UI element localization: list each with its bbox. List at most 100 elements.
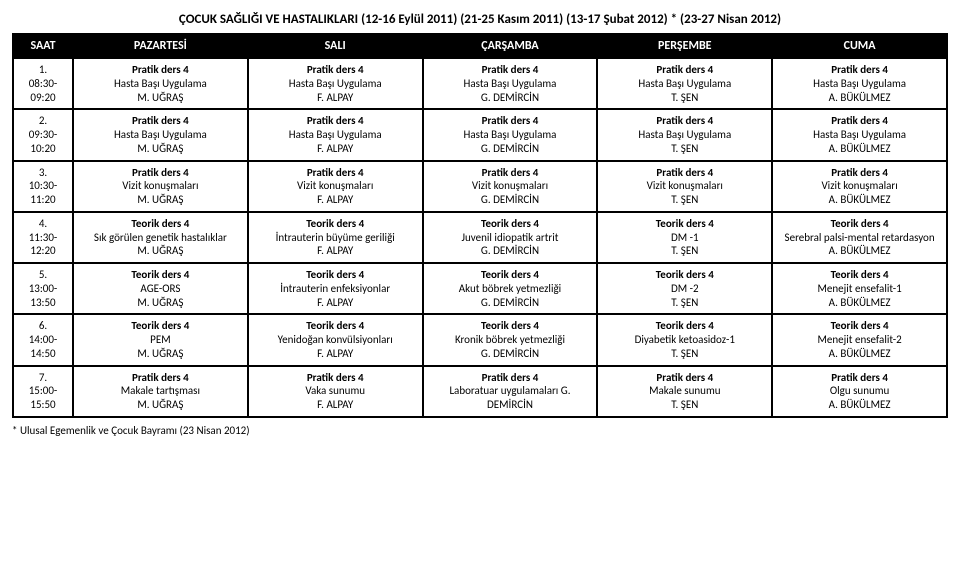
schedule-cell: Pratik ders 4Vizit konuşmalarıT. ŞEN (597, 161, 772, 212)
table-row: 4.11:30-12:20Teorik ders 4Sık görülen ge… (13, 212, 947, 263)
cell-title: Teorik ders 4 (426, 217, 595, 231)
schedule-cell: Teorik ders 4Yenidoğan konvülsiyonlarıF.… (248, 314, 423, 365)
cell-subject: PEM (76, 333, 245, 347)
schedule-cell: Teorik ders 4Kronik böbrek yetmezliğiG. … (423, 314, 598, 365)
cell-instructor: G. DEMİRCİN (426, 347, 595, 361)
cell-instructor: T. ŞEN (600, 244, 769, 258)
cell-title: Teorik ders 4 (426, 319, 595, 333)
cell-title: Teorik ders 4 (76, 319, 245, 333)
schedule-cell: Teorik ders 4Serebral palsi-mental retar… (772, 212, 947, 263)
cell-instructor: A. BÜKÜLMEZ (775, 193, 944, 207)
slot-number: 3. (16, 166, 70, 180)
cell-title: Pratik ders 4 (775, 63, 944, 77)
cell-subject: Vaka sunumu (251, 384, 420, 398)
cell-subject: Laboratuar uygulamaları G. DEMİRCİN (426, 384, 595, 412)
schedule-cell: Pratik ders 4Hasta Başı UygulamaM. UĞRAŞ (73, 109, 248, 160)
cell-subject: Yenidoğan konvülsiyonları (251, 333, 420, 347)
cell-title: Pratik ders 4 (76, 371, 245, 385)
cell-title: Pratik ders 4 (600, 114, 769, 128)
cell-title: Teorik ders 4 (775, 217, 944, 231)
cell-instructor: A. BÜKÜLMEZ (775, 244, 944, 258)
schedule-cell: Teorik ders 4DM -1T. ŞEN (597, 212, 772, 263)
schedule-cell: Pratik ders 4Hasta Başı UygulamaT. ŞEN (597, 109, 772, 160)
cell-instructor: M. UĞRAŞ (76, 244, 245, 258)
cell-instructor: A. BÜKÜLMEZ (775, 347, 944, 361)
slot-time: 09:30-10:20 (16, 128, 70, 156)
slot-number: 1. (16, 63, 70, 77)
cell-instructor: M. UĞRAŞ (76, 398, 245, 412)
slot-time: 08:30-09:20 (16, 77, 70, 105)
slot-number: 5. (16, 268, 70, 282)
cell-instructor: T. ŞEN (600, 193, 769, 207)
cell-title: Pratik ders 4 (426, 371, 595, 385)
cell-instructor: T. ŞEN (600, 347, 769, 361)
cell-subject: AGE-ORS (76, 282, 245, 296)
cell-title: Pratik ders 4 (775, 114, 944, 128)
time-cell: 2.09:30-10:20 (13, 109, 73, 160)
cell-instructor: F. ALPAY (251, 296, 420, 310)
cell-title: Pratik ders 4 (426, 63, 595, 77)
cell-title: Teorik ders 4 (600, 268, 769, 282)
schedule-cell: Pratik ders 4Makale sunumuT. ŞEN (597, 366, 772, 417)
cell-subject: İntrauterin enfeksiyonlar (251, 282, 420, 296)
cell-title: Pratik ders 4 (426, 114, 595, 128)
cell-title: Pratik ders 4 (251, 371, 420, 385)
table-row: 3.10:30-11:20Pratik ders 4Vizit konuşmal… (13, 161, 947, 212)
cell-instructor: F. ALPAY (251, 244, 420, 258)
cell-subject: Hasta Başı Uygulama (251, 77, 420, 91)
cell-subject: Vizit konuşmaları (775, 179, 944, 193)
cell-instructor: T. ŞEN (600, 91, 769, 105)
cell-subject: Vizit konuşmaları (426, 179, 595, 193)
schedule-cell: Teorik ders 4Diyabetik ketoasidoz-1T. ŞE… (597, 314, 772, 365)
table-row: 7.15:00-15:50Pratik ders 4Makale tartışm… (13, 366, 947, 417)
header-fri: CUMA (772, 34, 947, 58)
time-cell: 6.14:00-14:50 (13, 314, 73, 365)
cell-subject: Juvenil idiopatik artrit (426, 231, 595, 245)
cell-title: Teorik ders 4 (775, 268, 944, 282)
schedule-cell: Pratik ders 4Hasta Başı UygulamaM. UĞRAŞ (73, 58, 248, 109)
cell-title: Pratik ders 4 (600, 371, 769, 385)
schedule-cell: Teorik ders 4Menejit ensefalit-1A. BÜKÜL… (772, 263, 947, 314)
cell-instructor: G. DEMİRCİN (426, 244, 595, 258)
schedule-cell: Teorik ders 4Menejit ensefalit-2A. BÜKÜL… (772, 314, 947, 365)
cell-instructor: F. ALPAY (251, 398, 420, 412)
slot-time: 11:30-12:20 (16, 231, 70, 259)
header-wed: ÇARŞAMBA (423, 34, 598, 58)
cell-subject: Hasta Başı Uygulama (76, 77, 245, 91)
schedule-cell: Teorik ders 4Juvenil idiopatik artritG. … (423, 212, 598, 263)
cell-instructor: A. BÜKÜLMEZ (775, 296, 944, 310)
cell-title: Pratik ders 4 (600, 166, 769, 180)
footnote: * Ulusal Egemenlik ve Çocuk Bayramı (23 … (12, 418, 948, 437)
schedule-cell: Teorik ders 4İntrauterin büyüme geriliği… (248, 212, 423, 263)
schedule-cell: Pratik ders 4Hasta Başı UygulamaG. DEMİR… (423, 58, 598, 109)
cell-title: Pratik ders 4 (251, 63, 420, 77)
cell-title: Teorik ders 4 (251, 268, 420, 282)
cell-instructor: A. BÜKÜLMEZ (775, 398, 944, 412)
cell-instructor: M. UĞRAŞ (76, 193, 245, 207)
schedule-cell: Teorik ders 4PEMM. UĞRAŞ (73, 314, 248, 365)
cell-subject: Menejit ensefalit-2 (775, 333, 944, 347)
cell-title: Teorik ders 4 (426, 268, 595, 282)
cell-subject: Hasta Başı Uygulama (251, 128, 420, 142)
schedule-cell: Pratik ders 4Vizit konuşmalarıM. UĞRAŞ (73, 161, 248, 212)
time-cell: 5.13:00-13:50 (13, 263, 73, 314)
cell-title: Teorik ders 4 (600, 319, 769, 333)
schedule-cell: Teorik ders 4Akut böbrek yetmezliğiG. DE… (423, 263, 598, 314)
slot-time: 10:30-11:20 (16, 179, 70, 207)
time-cell: 4.11:30-12:20 (13, 212, 73, 263)
schedule-cell: Teorik ders 4İntrauterin enfeksiyonlarF.… (248, 263, 423, 314)
slot-number: 7. (16, 371, 70, 385)
cell-title: Pratik ders 4 (251, 166, 420, 180)
cell-instructor: T. ŞEN (600, 142, 769, 156)
cell-title: Teorik ders 4 (251, 319, 420, 333)
schedule-cell: Pratik ders 4Vaka sunumuF. ALPAY (248, 366, 423, 417)
cell-title: Pratik ders 4 (600, 63, 769, 77)
cell-subject: Diyabetik ketoasidoz-1 (600, 333, 769, 347)
slot-time: 14:00-14:50 (16, 333, 70, 361)
cell-title: Pratik ders 4 (775, 166, 944, 180)
cell-subject: İntrauterin büyüme geriliği (251, 231, 420, 245)
cell-subject: Menejit ensefalit-1 (775, 282, 944, 296)
cell-instructor: M. UĞRAŞ (76, 91, 245, 105)
header-row: SAAT PAZARTESİ SALI ÇARŞAMBA PERŞEMBE CU… (13, 34, 947, 58)
schedule-cell: Pratik ders 4Vizit konuşmalarıG. DEMİRCİ… (423, 161, 598, 212)
